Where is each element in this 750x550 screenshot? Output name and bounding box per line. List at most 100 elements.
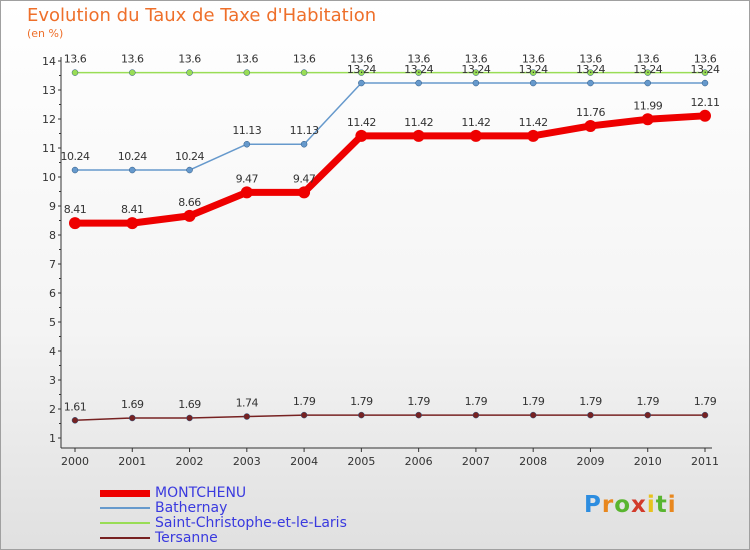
x-tick-label: 2006	[405, 455, 433, 468]
legend-label: Saint-Christophe-et-le-Laris	[155, 515, 347, 531]
data-label-saint-christophe-et-le-laris: 13.6	[636, 53, 659, 66]
y-tick-label: 2	[49, 403, 56, 416]
data-point-montchenu	[412, 129, 425, 142]
data-point-montchenu	[69, 217, 81, 230]
data-label-saint-christophe-et-le-laris: 13.6	[465, 53, 488, 66]
data-point-bathernay	[129, 166, 136, 174]
series-line-montchenu	[71, 112, 709, 227]
legend-label: MONTCHENU	[155, 485, 247, 501]
data-label-bathernay: 11.13	[290, 124, 319, 137]
legend-item-tersanne: Tersanne	[100, 531, 347, 546]
data-label-tersanne: 1.74	[236, 397, 259, 410]
data-point-bathernay	[701, 79, 709, 87]
data-label-saint-christophe-et-le-laris: 13.6	[121, 53, 144, 66]
data-label-bathernay: 10.24	[61, 150, 90, 163]
data-point-bathernay	[644, 79, 651, 87]
y-tick-label: 10	[42, 171, 56, 184]
data-point-tersanne	[358, 411, 365, 419]
data-point-tersanne	[243, 413, 251, 420]
data-label-montchenu: 8.41	[64, 203, 87, 216]
legend-item-saint-christophe-et-le-laris: Saint-Christophe-et-le-Laris	[100, 516, 347, 531]
legend-swatch	[100, 537, 150, 539]
chart-title: Evolution du Taux de Taxe d'Habitation	[27, 5, 377, 26]
data-point-montchenu	[469, 129, 482, 142]
y-tick-label: 9	[49, 200, 56, 213]
y-tick-label: 4	[49, 345, 56, 358]
data-label-montchenu: 11.42	[347, 116, 376, 129]
data-point-tersanne	[529, 411, 537, 419]
data-point-bathernay	[300, 140, 308, 148]
data-point-saint-christophe-et-le-laris	[186, 69, 193, 76]
data-point-montchenu	[699, 109, 711, 122]
y-tick-label: 12	[42, 113, 56, 126]
data-point-bathernay	[243, 140, 251, 148]
data-point-saint-christophe-et-le-laris	[129, 69, 136, 76]
data-label-montchenu: 12.11	[691, 96, 720, 109]
data-label-bathernay: 13.24	[519, 63, 548, 76]
data-point-bathernay	[587, 79, 594, 87]
data-point-montchenu	[298, 186, 311, 199]
data-label-bathernay: 13.24	[633, 63, 662, 76]
data-point-bathernay	[472, 79, 480, 87]
x-tick-label: 2002	[176, 455, 204, 468]
data-point-montchenu	[355, 129, 368, 142]
data-label-montchenu: 9.47	[293, 172, 316, 185]
data-label-saint-christophe-et-le-laris: 13.6	[522, 53, 545, 66]
y-tick-label: 3	[49, 374, 56, 387]
data-label-montchenu: 8.41	[121, 203, 144, 216]
data-label-montchenu: 11.42	[519, 116, 548, 129]
data-label-tersanne: 1.79	[522, 395, 545, 408]
data-label-tersanne: 1.79	[465, 395, 488, 408]
data-label-bathernay: 11.13	[232, 124, 261, 137]
data-point-tersanne	[300, 411, 308, 419]
data-label-bathernay: 13.24	[347, 63, 376, 76]
data-label-bathernay: 10.24	[118, 150, 147, 163]
data-label-tersanne: 1.61	[64, 400, 87, 413]
data-point-saint-christophe-et-le-laris	[415, 69, 422, 76]
series-line-bathernay	[74, 82, 706, 171]
data-label-tersanne: 1.79	[636, 395, 659, 408]
y-tick-label: 8	[49, 229, 56, 242]
data-point-montchenu	[126, 217, 139, 230]
data-point-saint-christophe-et-le-laris	[71, 69, 79, 76]
data-point-montchenu	[183, 209, 196, 222]
data-point-bathernay	[358, 79, 365, 87]
data-point-tersanne	[415, 411, 422, 419]
y-tick-label: 1	[49, 432, 56, 445]
series-line-tersanne	[74, 414, 706, 422]
x-tick-label: 2001	[118, 455, 146, 468]
data-point-tersanne	[129, 414, 136, 422]
data-point-saint-christophe-et-le-laris	[300, 69, 308, 76]
data-label-bathernay: 10.24	[175, 150, 204, 163]
data-point-saint-christophe-et-le-laris	[529, 69, 537, 76]
data-label-tersanne: 1.69	[121, 398, 144, 411]
data-point-tersanne	[701, 411, 709, 419]
data-point-bathernay	[529, 79, 537, 87]
data-label-tersanne: 1.69	[178, 398, 201, 411]
data-label-tersanne: 1.79	[407, 395, 430, 408]
data-point-montchenu	[527, 129, 540, 142]
y-tick-label: 5	[49, 316, 56, 329]
data-point-tersanne	[71, 417, 79, 424]
series-layer	[69, 69, 711, 424]
data-label-saint-christophe-et-le-laris: 13.6	[579, 53, 602, 66]
data-label-montchenu: 11.99	[633, 99, 662, 112]
data-label-tersanne: 1.79	[350, 395, 373, 408]
data-point-bathernay	[415, 79, 422, 87]
data-point-montchenu	[240, 186, 253, 199]
data-label-montchenu: 9.47	[236, 172, 259, 185]
data-point-saint-christophe-et-le-laris	[644, 69, 651, 76]
data-label-saint-christophe-et-le-laris: 13.6	[407, 53, 430, 66]
data-point-montchenu	[584, 119, 597, 132]
data-label-bathernay: 13.24	[404, 63, 433, 76]
y-tick-label: 11	[42, 142, 56, 155]
legend-label: Bathernay	[155, 500, 228, 516]
x-tick-label: 2003	[233, 455, 261, 468]
x-tick-label: 2009	[576, 455, 604, 468]
y-tick-label: 13	[42, 84, 56, 97]
x-tick-label: 2000	[61, 455, 89, 468]
data-point-saint-christophe-et-le-laris	[587, 69, 594, 76]
data-label-saint-christophe-et-le-laris: 13.6	[350, 53, 373, 66]
data-label-bathernay: 13.24	[576, 63, 605, 76]
